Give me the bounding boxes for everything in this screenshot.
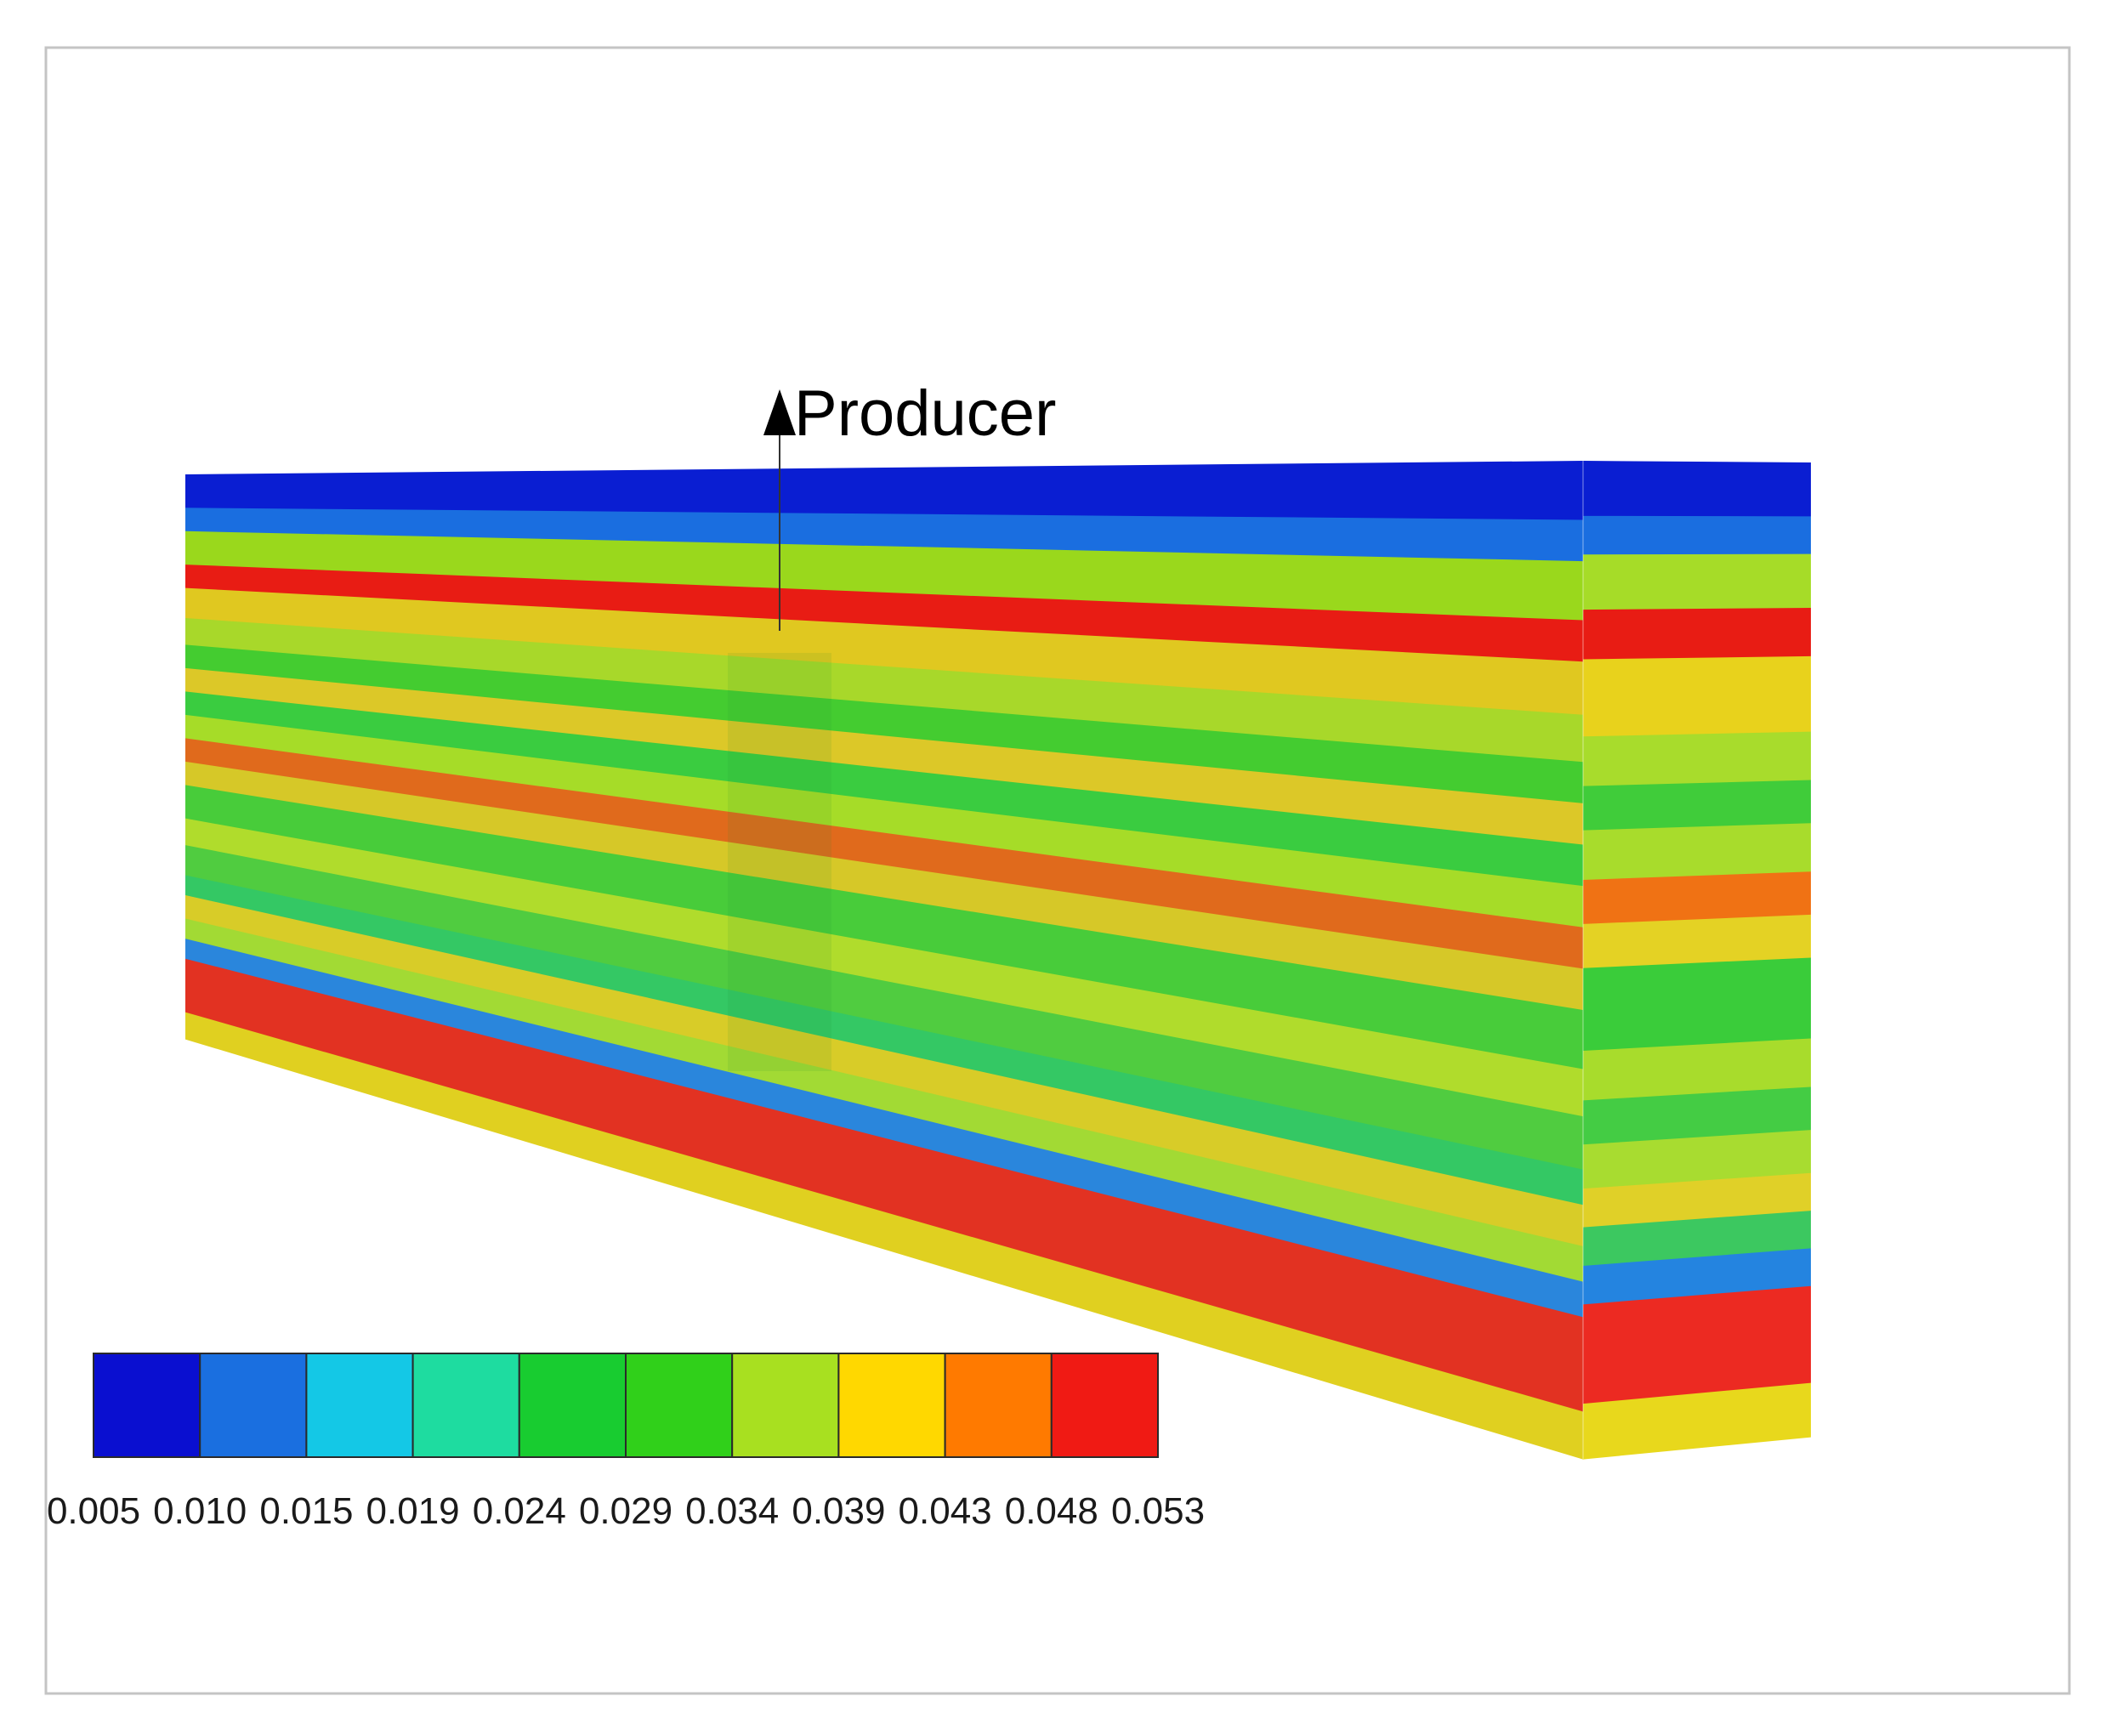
side-layer <box>1583 553 1811 610</box>
legend-tick-label: 0.019 <box>366 1490 460 1532</box>
legend-swatch <box>837 1353 946 1458</box>
side-layer <box>1583 871 1811 925</box>
well-marker-icon <box>763 389 796 435</box>
legend-tick-label: 0.024 <box>473 1490 566 1532</box>
front-layer <box>185 714 1583 928</box>
side-layer <box>1583 731 1811 787</box>
legend-tick-label: 0.015 <box>259 1490 353 1532</box>
reservoir-front-face <box>185 461 1583 1460</box>
front-layer <box>185 617 1583 763</box>
legend-tick-label: 0.005 <box>47 1490 140 1532</box>
front-layer <box>185 845 1583 1171</box>
side-layer <box>1583 461 1811 517</box>
legend-tick-label: 0.034 <box>685 1490 779 1532</box>
front-layer <box>185 818 1583 1117</box>
well-refined-zone <box>728 653 831 1071</box>
side-layer <box>1583 515 1811 555</box>
side-layer <box>1583 1285 1811 1404</box>
side-layer <box>1583 1086 1811 1145</box>
front-layer <box>185 939 1583 1318</box>
legend-swatch <box>199 1353 308 1458</box>
side-layer <box>1583 607 1811 661</box>
legend-swatch <box>944 1353 1053 1458</box>
front-layer <box>185 508 1583 562</box>
legend-tick-label: 0.029 <box>579 1490 672 1532</box>
legend-tick-label: 0.010 <box>153 1490 247 1532</box>
legend-swatch <box>93 1353 201 1458</box>
legend-swatch <box>305 1353 414 1458</box>
reservoir-side-face <box>1582 461 1811 1460</box>
side-layer <box>1583 1172 1811 1228</box>
legend-tick-label: 0.048 <box>1005 1490 1098 1532</box>
legend-swatch <box>518 1353 627 1458</box>
side-layer <box>1583 1211 1811 1267</box>
legend-swatch <box>411 1353 520 1458</box>
front-layer <box>185 738 1583 970</box>
legend-tick-label: 0.043 <box>899 1490 992 1532</box>
side-layer <box>1583 957 1811 1052</box>
legend-swatch <box>731 1353 840 1458</box>
front-layer <box>185 918 1583 1283</box>
side-layer <box>1583 780 1811 831</box>
side-layer <box>1583 1038 1811 1101</box>
front-layer <box>185 691 1583 887</box>
front-layer <box>185 530 1583 621</box>
color-legend: 0.005 0.010 0.015 0.019 0.024 0.029 0.034 0.039… <box>47 1353 1205 1532</box>
side-layer <box>1583 655 1811 737</box>
front-layer <box>185 785 1583 1070</box>
legend-swatch <box>625 1353 734 1458</box>
legend-tick-label: 0.053 <box>1111 1490 1205 1532</box>
legend-tick-label: 0.039 <box>792 1490 885 1532</box>
front-layer <box>185 644 1583 804</box>
front-layer <box>185 958 1583 1413</box>
front-layer <box>185 461 1583 521</box>
front-layer <box>185 587 1583 716</box>
side-layer <box>1583 1130 1811 1189</box>
front-layer <box>185 564 1583 662</box>
legend-swatch <box>1050 1353 1160 1458</box>
front-layer <box>185 875 1583 1206</box>
side-layer <box>1583 914 1811 969</box>
front-layer <box>185 895 1583 1247</box>
side-layer <box>1583 823 1811 881</box>
well-label: Producer <box>794 377 1056 450</box>
front-layer <box>185 667 1583 846</box>
side-layer <box>1583 1382 1811 1460</box>
front-layer <box>185 761 1583 1011</box>
front-layer <box>185 1012 1583 1460</box>
